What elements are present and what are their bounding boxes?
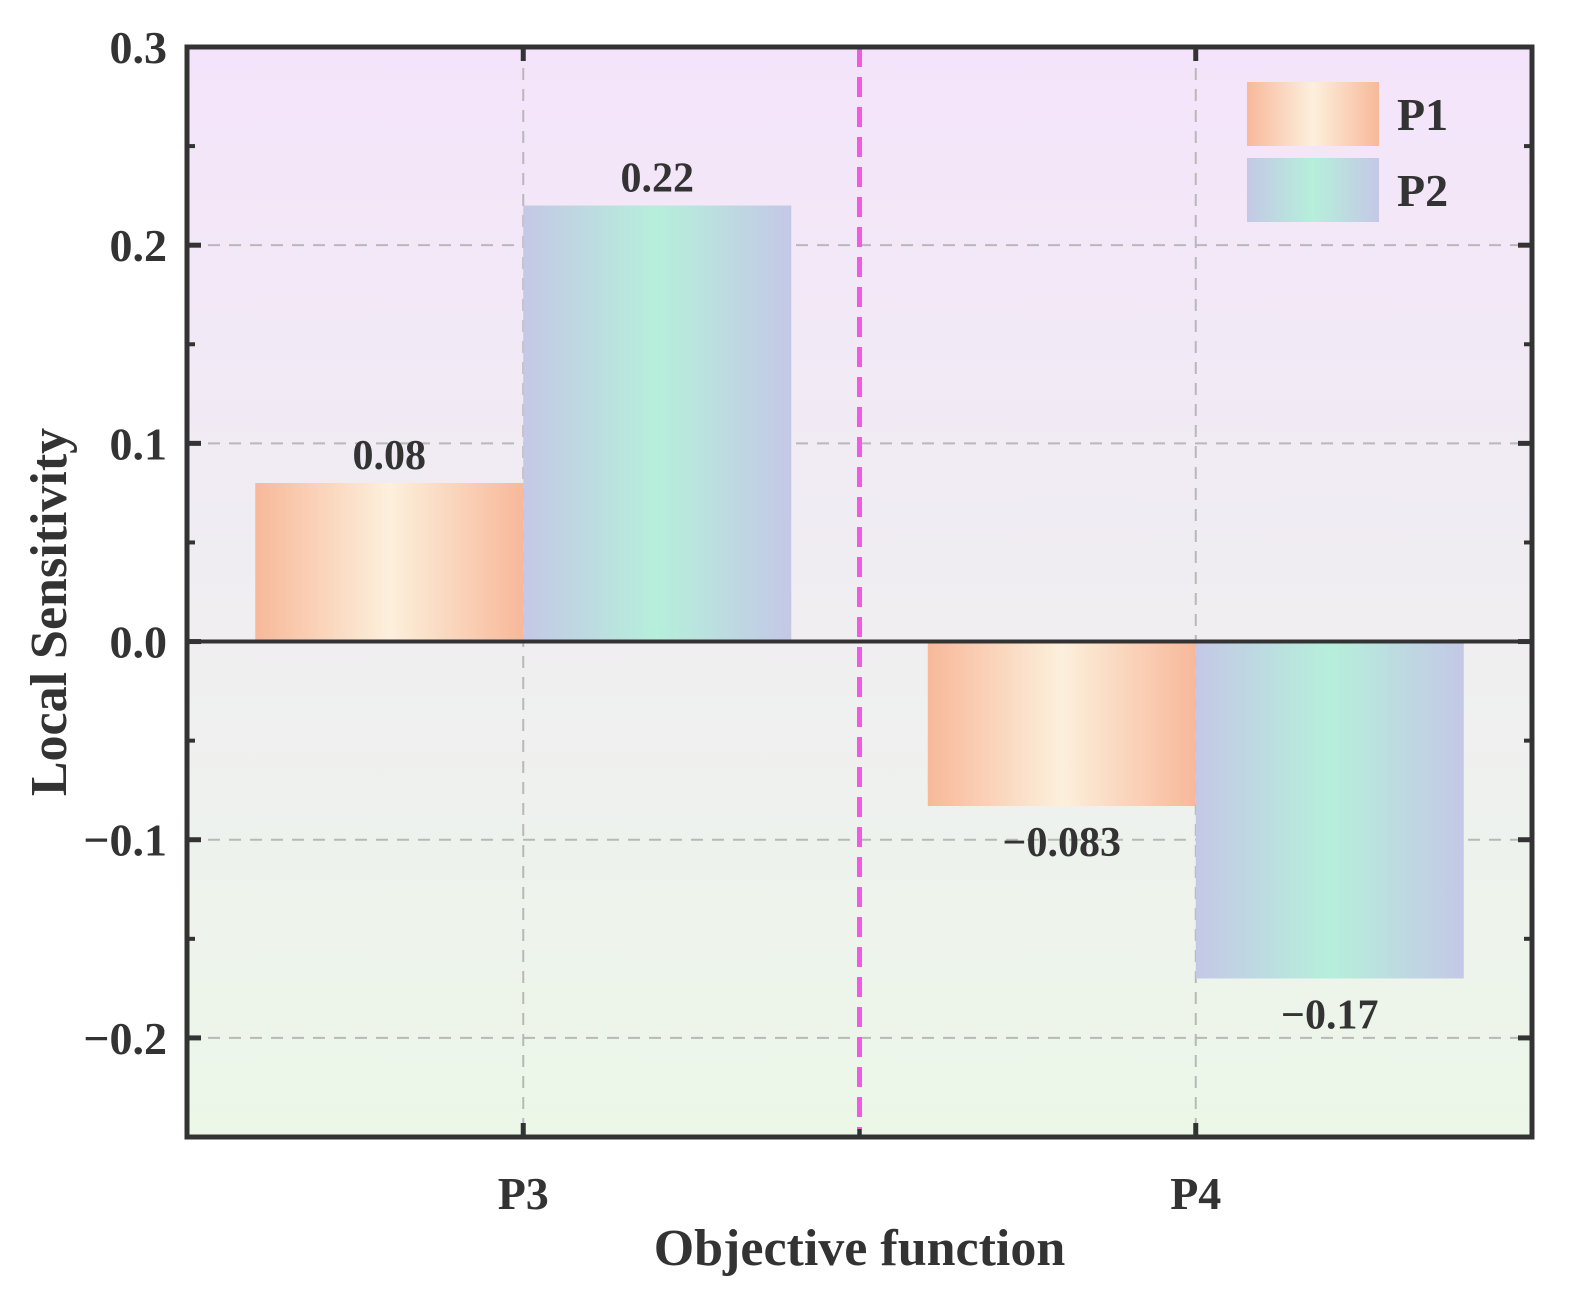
bars [255, 205, 1464, 979]
legend-label-p2: P2 [1397, 165, 1448, 216]
y-tick-label: −0.1 [83, 815, 167, 866]
legend-swatch-p1 [1247, 82, 1379, 146]
data-label-p1-p4: −0.083 [1003, 820, 1121, 866]
data-label-p2-p4: −0.17 [1281, 992, 1378, 1038]
y-tick-label: 0.0 [110, 617, 168, 668]
data-labels: 0.08 −0.083 0.22 −0.17 [353, 156, 1379, 1039]
y-tick-label: 0.3 [110, 22, 168, 73]
x-axis-title: Objective function [654, 1220, 1066, 1277]
legend-swatch-p2 [1247, 158, 1379, 222]
axis-ticks: −0.2 −0.1 0.0 0.1 0.2 0.3 P3 P4 [83, 22, 1532, 1219]
x-tick-label: P3 [498, 1168, 549, 1219]
y-tick-label: 0.2 [110, 220, 168, 271]
y-axis-title: Local Sensitivity [21, 428, 78, 796]
legend-label-p1: P1 [1397, 89, 1448, 140]
y-tick-label: −0.2 [83, 1013, 167, 1064]
bar-p1-p3 [255, 483, 524, 642]
bar-p2-p3 [523, 205, 792, 642]
x-tick-label: P4 [1170, 1168, 1221, 1219]
legend: P1 P2 [1247, 82, 1448, 222]
bar-p2-p4 [1195, 641, 1464, 979]
data-label-p1-p3: 0.08 [353, 433, 427, 479]
y-tick-label: 0.1 [110, 418, 168, 469]
data-label-p2-p3: 0.22 [621, 156, 695, 202]
bar-p1-p4 [927, 641, 1196, 807]
